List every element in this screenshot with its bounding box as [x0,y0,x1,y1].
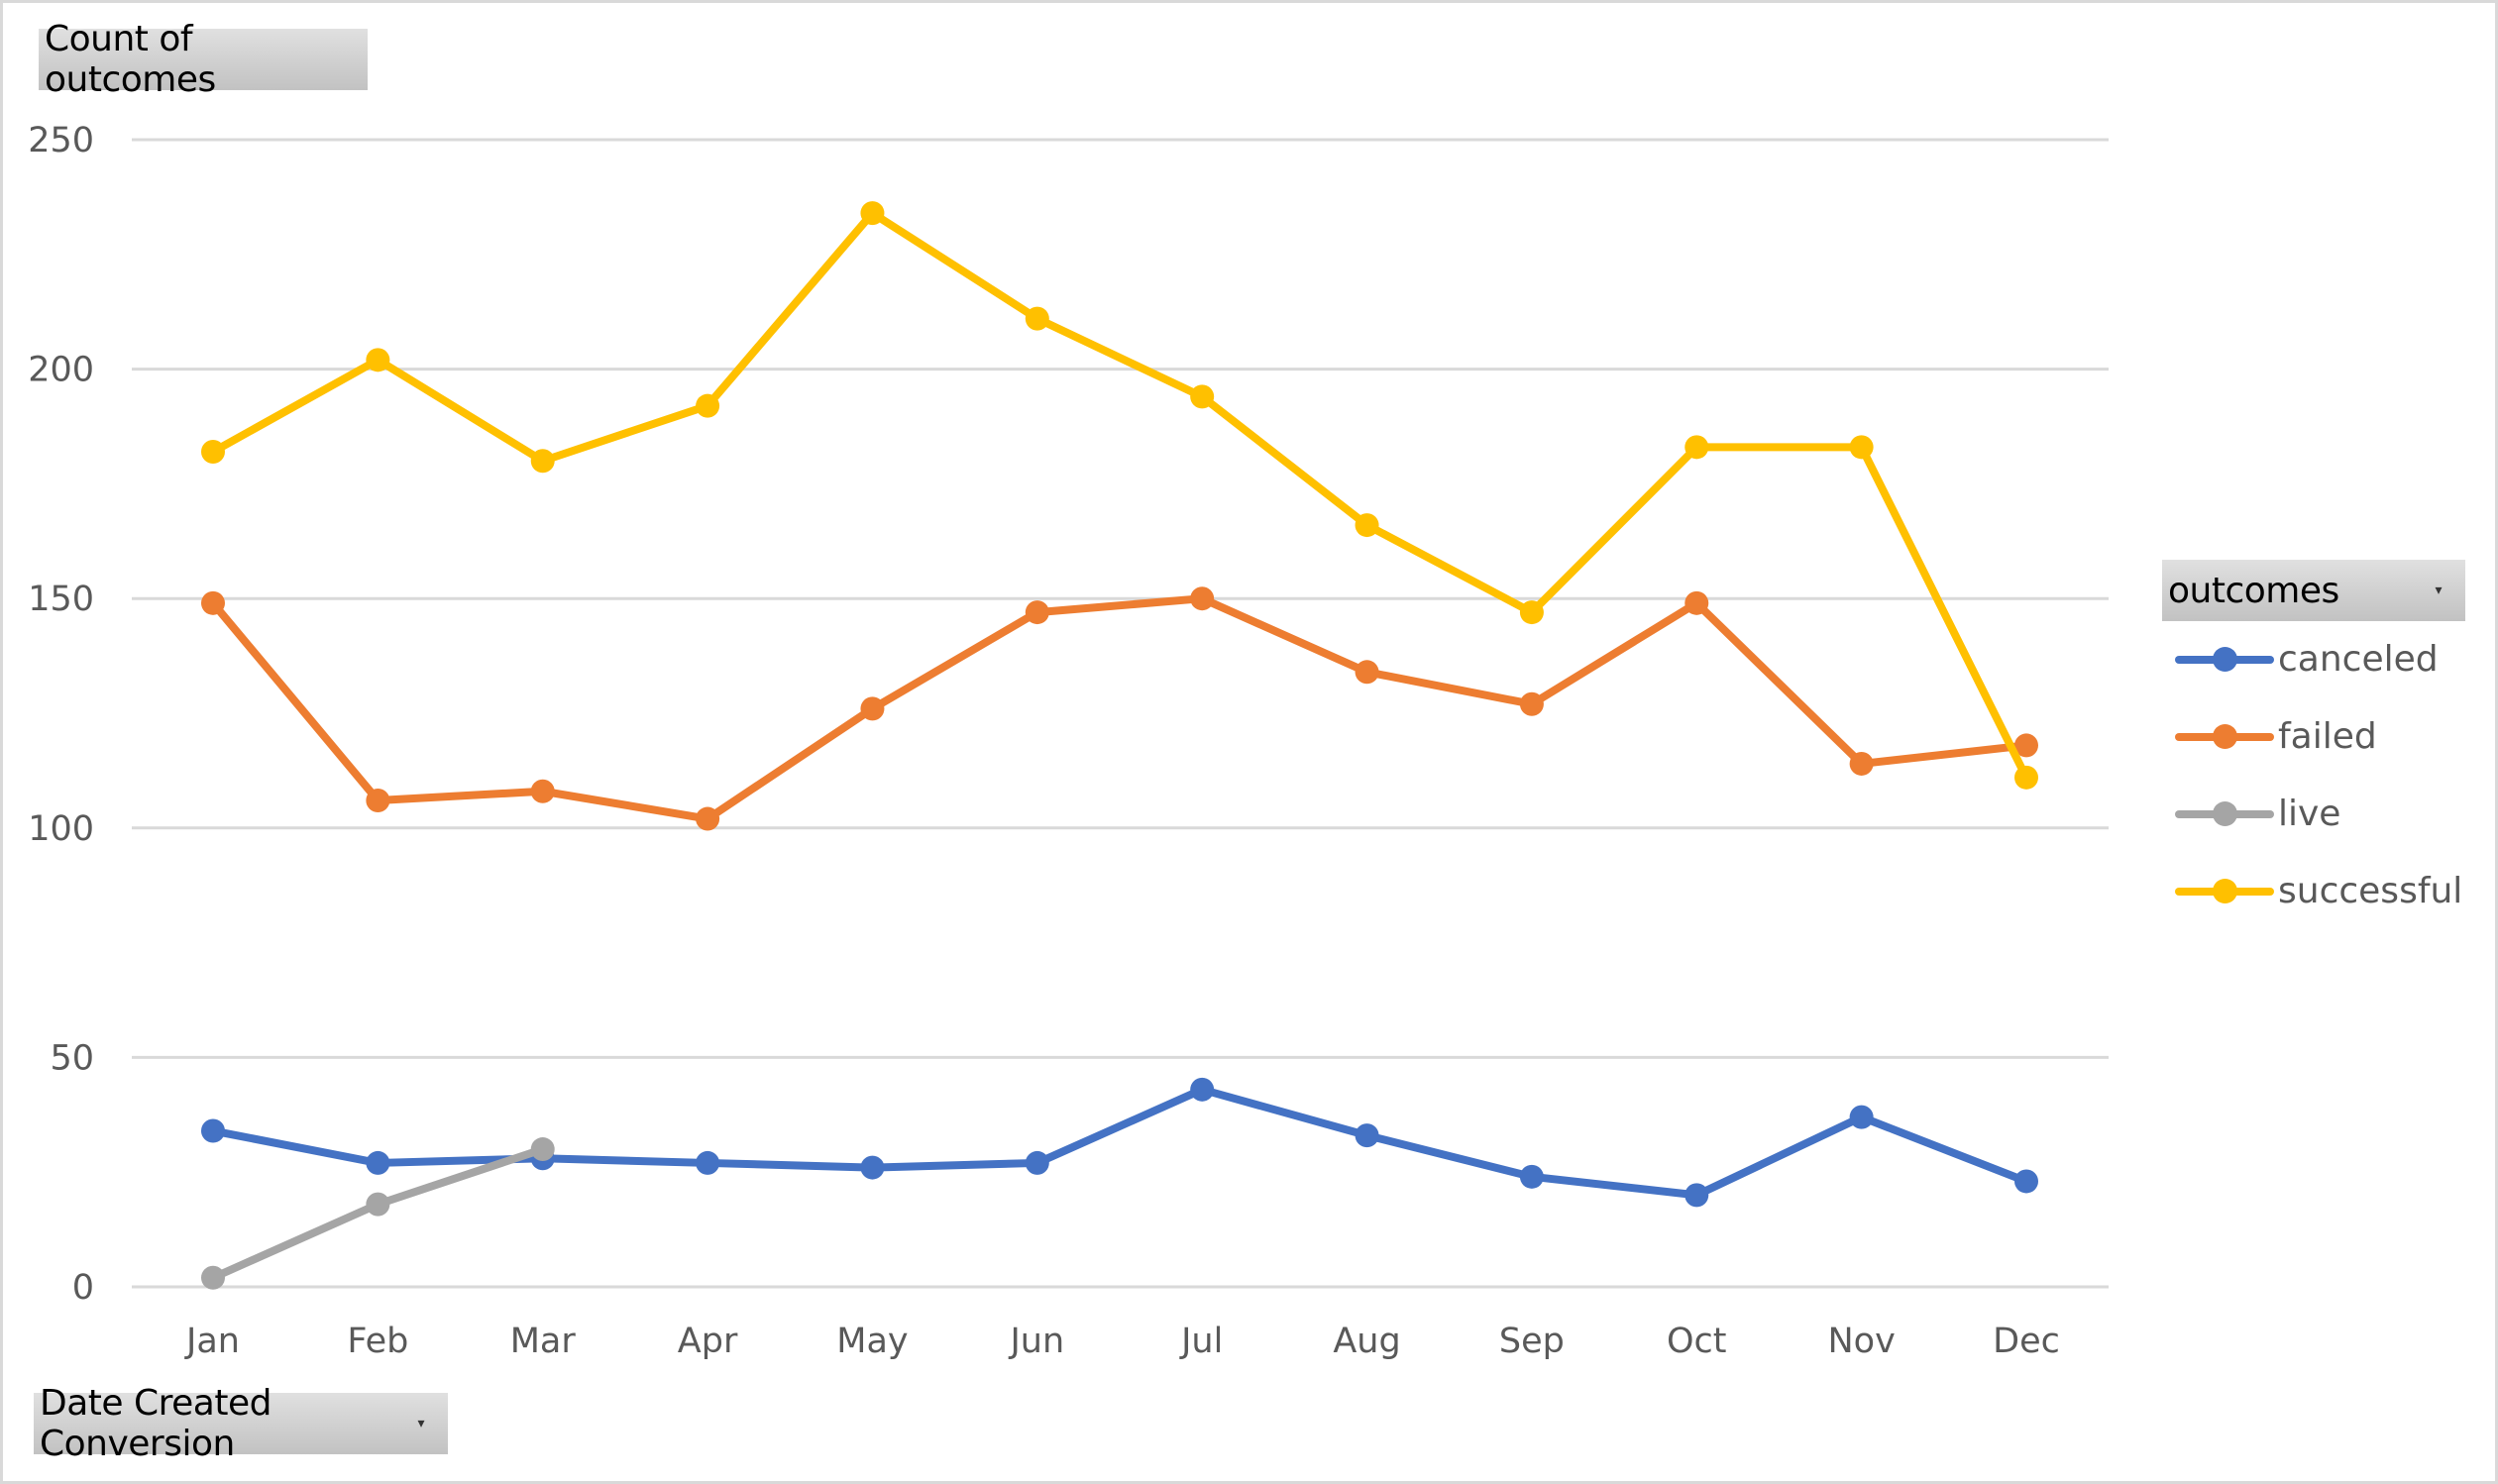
data-point-failed[interactable] [2014,733,2038,758]
data-point-failed[interactable] [530,779,555,803]
y-tick-label: 100 [28,809,94,849]
x-tick-label: May [836,1322,908,1361]
legend-marker-icon [2175,716,2274,756]
legend-item-canceled[interactable]: canceled [2175,629,2439,689]
series-line-failed[interactable] [209,594,2030,823]
legend-item-live[interactable]: live [2175,784,2340,843]
data-point-successful[interactable] [366,348,390,372]
data-point-failed[interactable] [1849,751,1874,776]
data-point-failed[interactable] [1190,586,1215,611]
chevron-down-icon: ▾ [2435,583,2442,598]
legend-field-button[interactable]: outcomes ▾ [2162,560,2465,621]
legend-label: canceled [2278,638,2439,680]
values-field-label: Count of outcomes [45,19,216,100]
x-tick-label: Mar [510,1322,577,1361]
values-field-button[interactable]: Count of outcomes [39,19,368,100]
x-tick-label: Sep [1499,1322,1565,1361]
legend-marker-icon [2175,794,2274,833]
series-line-successful[interactable] [209,209,2030,782]
legend-item-failed[interactable]: failed [2175,706,2377,766]
data-point-canceled[interactable] [1849,1105,1874,1129]
x-tick-label: Oct [1667,1322,1727,1361]
data-point-successful[interactable] [1519,600,1544,625]
data-point-failed[interactable] [366,789,390,813]
data-point-canceled[interactable] [1355,1123,1379,1148]
chevron-down-icon: ▾ [417,1416,424,1431]
legend-marker-icon [2175,871,2274,910]
data-point-canceled[interactable] [1025,1150,1049,1175]
data-point-successful[interactable] [2014,765,2038,790]
data-point-canceled[interactable] [2014,1169,2038,1194]
legend-item-successful[interactable]: successful [2175,861,2462,920]
y-tick-label: 50 [50,1038,94,1078]
series-line-canceled[interactable] [209,1085,2030,1200]
data-point-failed[interactable] [1519,691,1544,716]
data-point-canceled[interactable] [860,1155,885,1180]
data-point-canceled[interactable] [201,1118,225,1143]
data-point-canceled[interactable] [1684,1183,1709,1208]
data-point-successful[interactable] [1025,306,1049,331]
data-point-failed[interactable] [1355,660,1379,685]
data-point-canceled[interactable] [1519,1164,1544,1189]
x-tick-label: Dec [1993,1322,2060,1361]
x-tick-label: Jul [1179,1322,1223,1361]
x-tick-label: Apr [678,1322,738,1361]
data-point-successful[interactable] [860,201,885,226]
legend-field-label: outcomes [2168,570,2339,611]
data-point-successful[interactable] [1849,435,1874,460]
data-point-canceled[interactable] [366,1150,390,1175]
x-tick-label: Jun [1008,1322,1064,1361]
axis-field-label: Date Created Conversion [40,1383,272,1464]
legend-label: successful [2278,870,2463,911]
data-point-successful[interactable] [1355,513,1379,538]
legend-label: live [2278,793,2341,834]
x-tick-label: Feb [347,1322,408,1361]
x-tick-label: Aug [1333,1322,1400,1361]
data-point-failed[interactable] [860,696,885,721]
legend-marker-icon [2175,639,2274,679]
data-point-canceled[interactable] [696,1150,720,1175]
data-point-live[interactable] [530,1137,555,1162]
data-point-failed[interactable] [201,590,225,615]
y-tick-label: 250 [28,121,94,160]
data-point-canceled[interactable] [1190,1077,1215,1102]
x-tick-label: Jan [184,1322,240,1361]
x-tick-label: Nov [1827,1322,1895,1361]
data-point-successful[interactable] [696,393,720,418]
y-tick-label: 150 [28,580,94,619]
y-tick-label: 0 [72,1268,94,1308]
data-point-successful[interactable] [1684,435,1709,460]
data-point-live[interactable] [366,1192,390,1217]
data-point-live[interactable] [201,1265,225,1290]
data-point-failed[interactable] [696,806,720,831]
data-point-successful[interactable] [201,439,225,464]
data-point-successful[interactable] [530,449,555,474]
data-point-successful[interactable] [1190,384,1215,409]
legend-label: failed [2278,715,2377,757]
y-tick-label: 200 [28,351,94,390]
axis-field-button[interactable]: Date Created Conversion ▾ [34,1383,448,1464]
data-point-failed[interactable] [1684,590,1709,615]
data-point-failed[interactable] [1025,600,1049,625]
